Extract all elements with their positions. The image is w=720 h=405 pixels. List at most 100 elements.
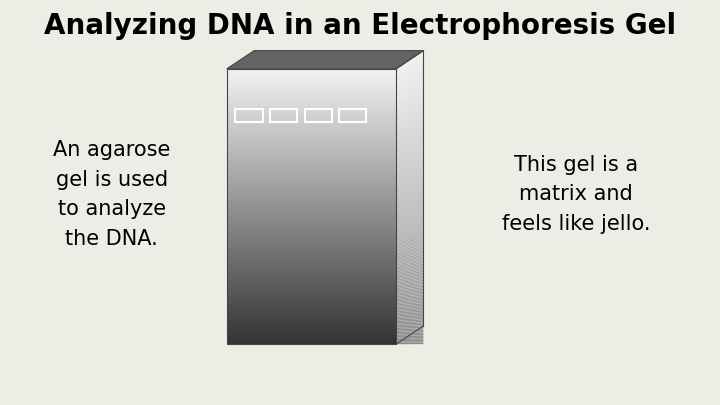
- Polygon shape: [396, 74, 423, 92]
- Bar: [227, 318, 396, 320]
- Bar: [227, 219, 396, 220]
- Bar: [227, 271, 396, 273]
- Polygon shape: [396, 303, 423, 307]
- Bar: [227, 132, 396, 134]
- Polygon shape: [396, 131, 423, 146]
- Polygon shape: [396, 103, 423, 120]
- Bar: [227, 215, 396, 217]
- Bar: [227, 213, 396, 215]
- Polygon shape: [396, 255, 423, 262]
- Polygon shape: [396, 158, 423, 171]
- Bar: [227, 68, 396, 70]
- Bar: [227, 192, 396, 194]
- Polygon shape: [396, 61, 423, 80]
- Polygon shape: [396, 170, 423, 182]
- Bar: [227, 169, 396, 171]
- Bar: [227, 231, 396, 233]
- Bar: [227, 284, 396, 286]
- Bar: [227, 94, 396, 96]
- Bar: [227, 191, 396, 193]
- Polygon shape: [396, 100, 423, 117]
- Bar: [227, 260, 396, 262]
- Bar: [227, 171, 396, 173]
- Bar: [227, 232, 396, 234]
- Bar: [227, 106, 396, 107]
- Bar: [227, 201, 396, 203]
- Polygon shape: [396, 205, 423, 215]
- Bar: [227, 175, 396, 177]
- Polygon shape: [396, 164, 423, 176]
- Polygon shape: [396, 240, 423, 248]
- Polygon shape: [396, 275, 423, 281]
- Bar: [227, 222, 396, 224]
- Polygon shape: [396, 215, 423, 224]
- Bar: [305, 109, 332, 122]
- Polygon shape: [396, 306, 423, 310]
- Polygon shape: [396, 281, 423, 286]
- Polygon shape: [396, 175, 423, 187]
- Bar: [227, 130, 396, 131]
- Polygon shape: [396, 130, 423, 145]
- Bar: [227, 101, 396, 103]
- Bar: [227, 154, 396, 156]
- Bar: [227, 330, 396, 333]
- Bar: [227, 234, 396, 236]
- Bar: [227, 96, 396, 97]
- Polygon shape: [396, 147, 423, 161]
- Bar: [227, 111, 396, 113]
- Bar: [227, 157, 396, 159]
- Polygon shape: [396, 121, 423, 136]
- Polygon shape: [396, 159, 423, 172]
- Polygon shape: [396, 108, 423, 124]
- Polygon shape: [396, 136, 423, 150]
- Bar: [227, 306, 396, 307]
- Bar: [227, 291, 396, 293]
- Polygon shape: [396, 89, 423, 106]
- Bar: [227, 241, 396, 243]
- Bar: [227, 243, 396, 245]
- Polygon shape: [396, 340, 423, 341]
- Polygon shape: [396, 145, 423, 158]
- Bar: [227, 335, 396, 337]
- Bar: [227, 165, 396, 167]
- Polygon shape: [396, 300, 423, 304]
- Polygon shape: [396, 174, 423, 186]
- Bar: [227, 79, 396, 81]
- Bar: [227, 264, 396, 266]
- Bar: [227, 326, 396, 328]
- Polygon shape: [396, 330, 423, 332]
- Polygon shape: [396, 109, 423, 125]
- Polygon shape: [396, 243, 423, 251]
- Bar: [227, 129, 396, 130]
- Bar: [227, 83, 396, 85]
- Bar: [227, 259, 396, 261]
- Polygon shape: [396, 180, 423, 192]
- Polygon shape: [396, 250, 423, 258]
- Polygon shape: [396, 111, 423, 127]
- Bar: [227, 251, 396, 252]
- Bar: [227, 76, 396, 78]
- Polygon shape: [396, 150, 423, 164]
- Bar: [227, 341, 396, 342]
- Bar: [227, 320, 396, 322]
- Bar: [227, 315, 396, 317]
- Bar: [227, 82, 396, 83]
- Polygon shape: [396, 98, 423, 114]
- Polygon shape: [396, 264, 423, 270]
- Bar: [227, 148, 396, 149]
- Polygon shape: [396, 53, 423, 73]
- Polygon shape: [396, 246, 423, 254]
- Bar: [227, 247, 396, 249]
- Bar: [227, 151, 396, 153]
- Polygon shape: [396, 115, 423, 131]
- Polygon shape: [396, 123, 423, 138]
- Polygon shape: [396, 221, 423, 230]
- Polygon shape: [396, 292, 423, 296]
- Bar: [227, 316, 396, 318]
- Polygon shape: [396, 68, 423, 87]
- Bar: [227, 224, 396, 226]
- Polygon shape: [396, 95, 423, 111]
- Polygon shape: [396, 87, 423, 104]
- Bar: [227, 278, 396, 280]
- Bar: [227, 228, 396, 230]
